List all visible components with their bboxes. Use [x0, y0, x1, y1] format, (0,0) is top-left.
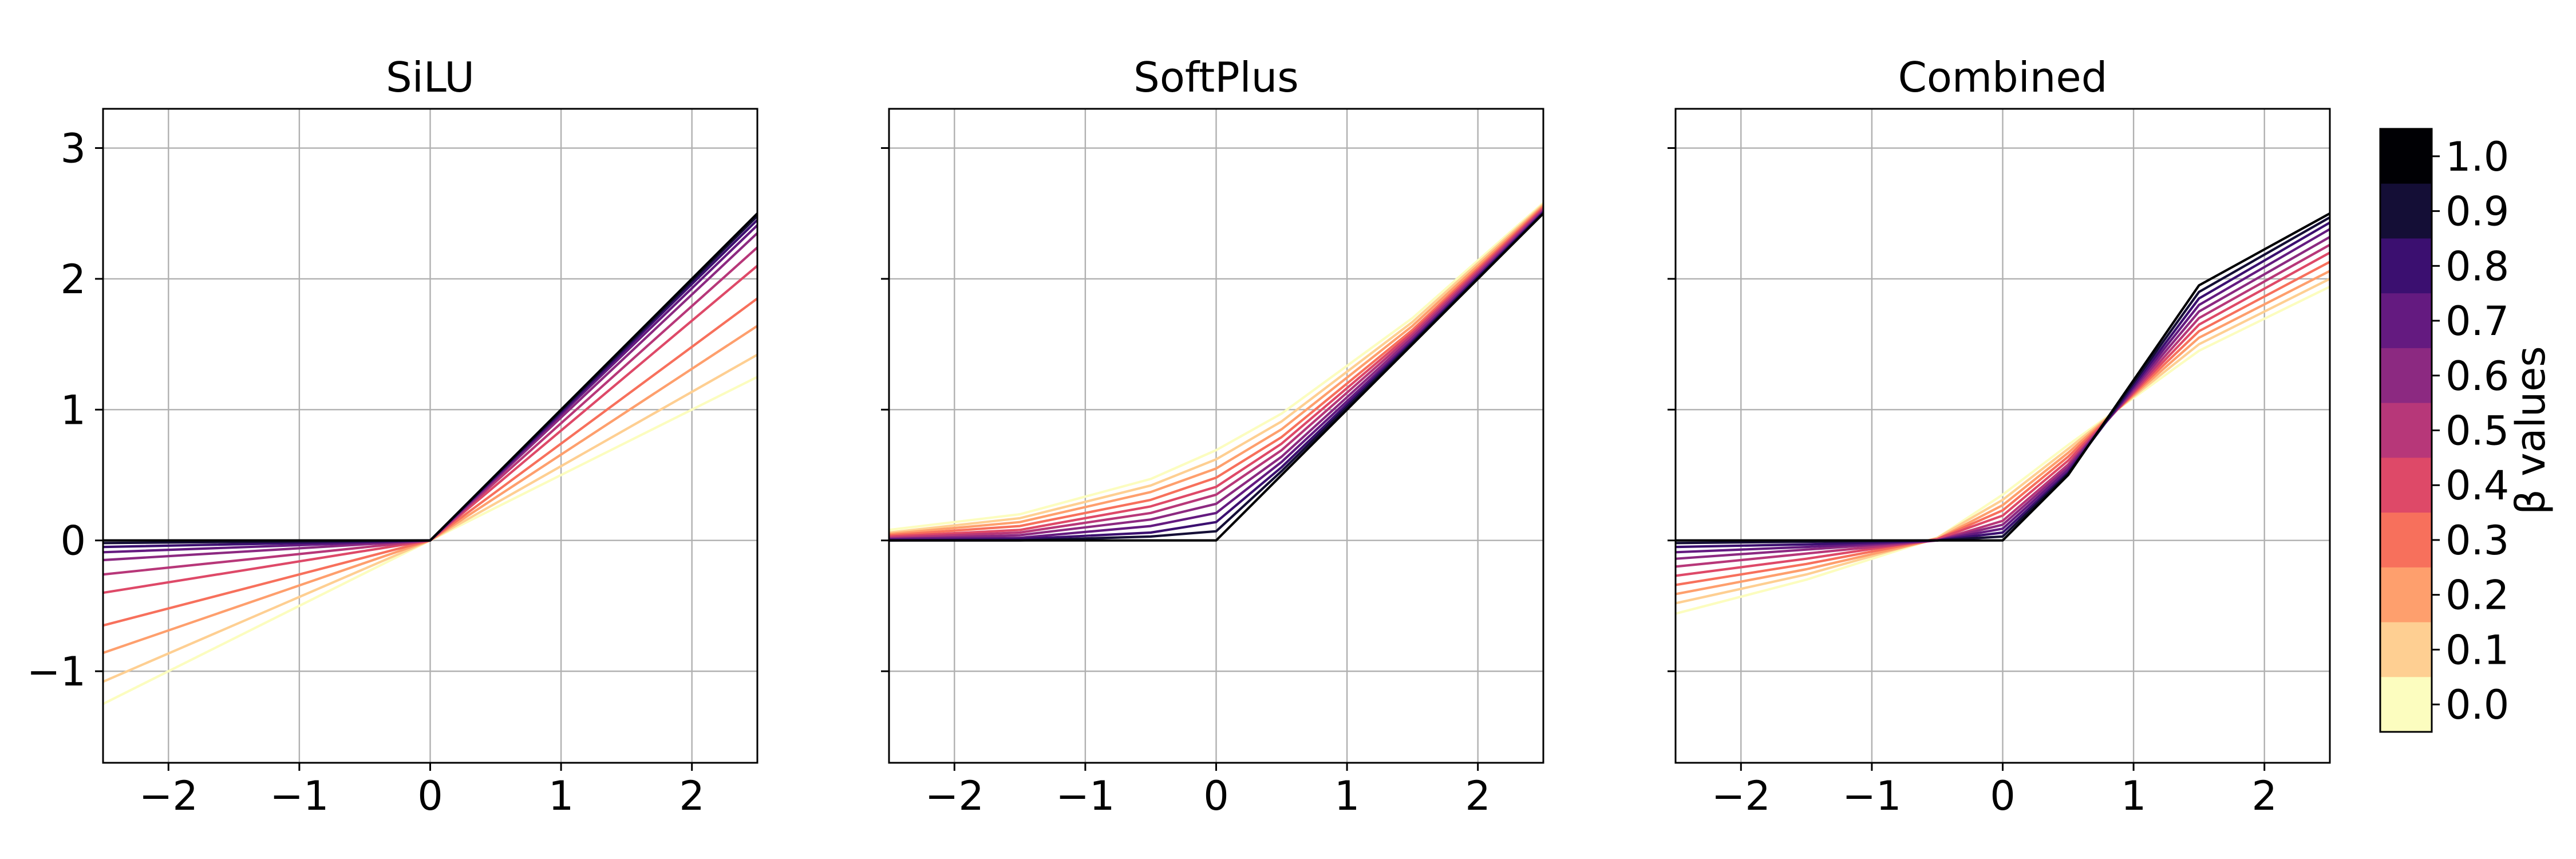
colorbar-swatch: [2380, 677, 2432, 732]
grid: [1676, 109, 2330, 763]
colorbar-tick-label: 0.1: [2445, 626, 2509, 673]
series-line-beta-0.4: [889, 207, 1543, 538]
colorbar-frame: [2379, 128, 2433, 733]
series-line-beta-0.1: [889, 203, 1543, 534]
colorbar-tick-label: 0.3: [2445, 517, 2509, 564]
colorbar-swatch: [2380, 129, 2432, 184]
colorbar-tick-label: 0.6: [2445, 353, 2509, 400]
x-tick-label: 0: [1203, 773, 1229, 819]
colorbar-swatch: [2380, 458, 2432, 513]
subplot-1: −2 −1 0 1 2 −1 0 1 2 3 SiLU: [27, 53, 758, 819]
x-tick-label: −2: [139, 773, 198, 819]
series-line-beta-0.3: [1676, 261, 2330, 586]
colorbar-swatch: [2380, 567, 2432, 623]
colorbar-tick-label: 1.0: [2445, 133, 2509, 180]
series-lines: [889, 202, 1543, 542]
series-line-beta-0.2: [1676, 270, 2330, 596]
x-tick-label: −2: [1712, 773, 1771, 819]
colorbar-swatch: [2380, 293, 2432, 349]
series-line-beta-1.0: [1676, 212, 2330, 542]
x-tick-label: −2: [925, 773, 984, 819]
x-tick-label: 2: [679, 773, 705, 819]
series-line-beta-0.1: [1676, 278, 2330, 605]
subplot-title: Combined: [1898, 53, 2108, 101]
colorbar-swatch: [2380, 348, 2432, 404]
colorbar-swatch: [2380, 513, 2432, 568]
x-tick-label: 1: [2121, 773, 2147, 819]
x-tick-label: 2: [2251, 773, 2277, 819]
subplot-3: −2 −1 0 1 2 Combined: [1668, 53, 2331, 819]
series-lines: [1676, 212, 2330, 615]
x-tick-label: −1: [1842, 773, 1901, 819]
series-lines: [103, 212, 757, 706]
subplot-title: SiLU: [386, 53, 475, 101]
series-line-beta-0.7: [1676, 228, 2330, 554]
y-tick-label: −1: [27, 648, 86, 695]
series-line-beta-1.0: [103, 212, 757, 542]
colorbar-swatch: [2380, 238, 2432, 294]
colorbar-tick-label: 0.9: [2445, 188, 2509, 235]
colorbar-tick-label: 0.4: [2445, 462, 2509, 509]
series-line-beta-0.0: [1676, 285, 2330, 615]
series-line-beta-0.6: [1676, 235, 2330, 560]
y-tick-label: 0: [60, 518, 86, 565]
y-tick-label: 3: [60, 125, 86, 172]
subplot-2: −2 −1 0 1 2 SoftPlus: [881, 53, 1544, 819]
series-line-beta-0.9: [1676, 216, 2330, 545]
colorbar-tick-label: 0.8: [2445, 243, 2509, 290]
series-line-beta-0.6: [889, 210, 1543, 541]
x-tick-label: 0: [1990, 773, 2016, 819]
series-line-beta-0.5: [1676, 243, 2330, 568]
x-tick-label: 1: [1334, 773, 1360, 819]
y-tick-label: 1: [60, 387, 86, 434]
series-line-beta-1.0: [889, 212, 1543, 542]
colorbar-swatch: [2380, 183, 2432, 239]
subplots: −2 −1 0 1 2 −1 0 1 2 3 SiLU −2 −1 0 1 2 SoftPlus −2 −1 0 1 2 C…: [27, 53, 2331, 819]
beta-colorbar: 1.0 0.9 0.8 0.7 0.6 0.5 0.4 0.3 0.2 0.1 0.0 β value…: [2379, 128, 2554, 733]
colorbar-tick-label: 0.7: [2445, 298, 2509, 345]
colorbar-tick-label: 0.2: [2445, 572, 2509, 619]
colorbar-swatch: [2380, 622, 2432, 677]
x-tick-label: 0: [417, 773, 443, 819]
colorbar-label: β values: [2507, 346, 2554, 515]
colorbar-tick-label: 0.5: [2445, 408, 2509, 455]
colorbar-swatch: [2380, 403, 2432, 458]
series-line-beta-0.4: [1676, 251, 2330, 577]
grid: [889, 109, 1543, 763]
series-line-beta-0.3: [889, 206, 1543, 537]
x-tick-label: −1: [1056, 773, 1115, 819]
series-line-beta-0.2: [889, 204, 1543, 535]
series-line-beta-0.5: [889, 208, 1543, 539]
y-tick-label: 2: [60, 256, 86, 303]
x-tick-label: 1: [548, 773, 574, 819]
subplot-title: SoftPlus: [1133, 53, 1299, 101]
series-line-beta-0.8: [1676, 221, 2330, 549]
x-tick-label: 2: [1465, 773, 1491, 819]
colorbar-tick-label: 0.0: [2445, 681, 2509, 728]
x-tick-label: −1: [270, 773, 329, 819]
series-line-beta-0.0: [889, 202, 1543, 531]
